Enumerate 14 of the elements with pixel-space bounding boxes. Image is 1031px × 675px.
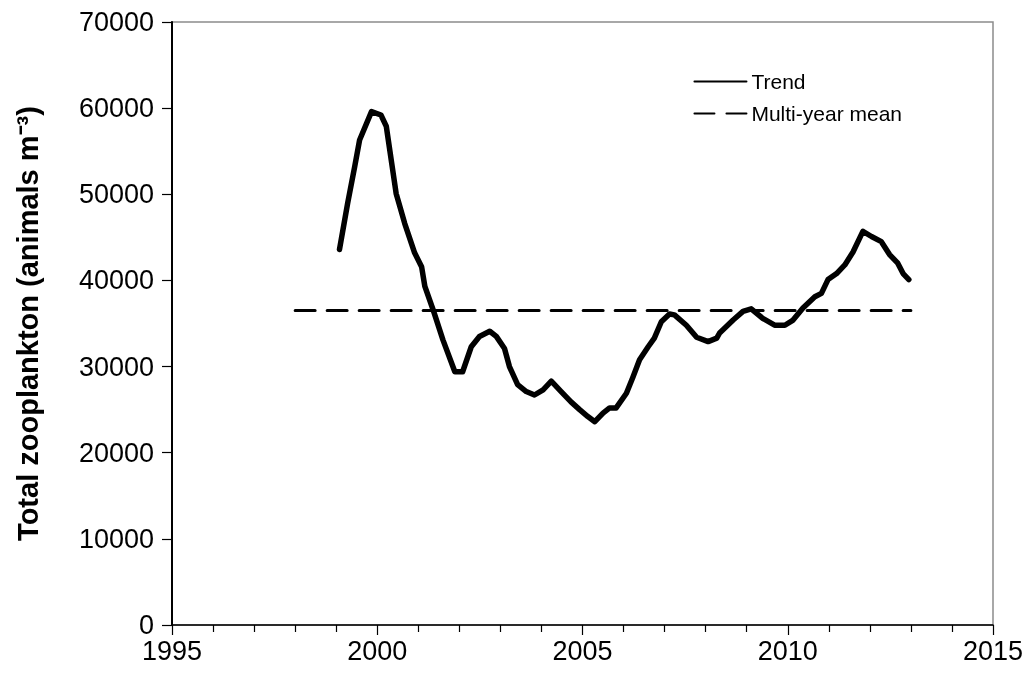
y-tick-label: 10000 <box>78 523 154 554</box>
y-tick-label: 40000 <box>78 265 154 296</box>
x-tick-label: 2000 <box>347 635 408 666</box>
legend-label: Trend <box>751 70 806 93</box>
y-tick-label: 50000 <box>78 179 154 210</box>
x-tick-label: 2015 <box>962 635 1024 666</box>
y-tick-label: 70000 <box>78 7 154 37</box>
y-tick-label: 60000 <box>78 93 154 124</box>
legend-label: Multi-year mean <box>751 102 903 125</box>
y-tick-label: 30000 <box>78 351 154 382</box>
x-tick-label: 2005 <box>552 635 613 666</box>
y-axis-title: Total zooplankton (animals m⁻³) <box>11 106 44 541</box>
x-tick-label: 2010 <box>757 635 818 666</box>
y-tick-label: 20000 <box>78 437 154 468</box>
